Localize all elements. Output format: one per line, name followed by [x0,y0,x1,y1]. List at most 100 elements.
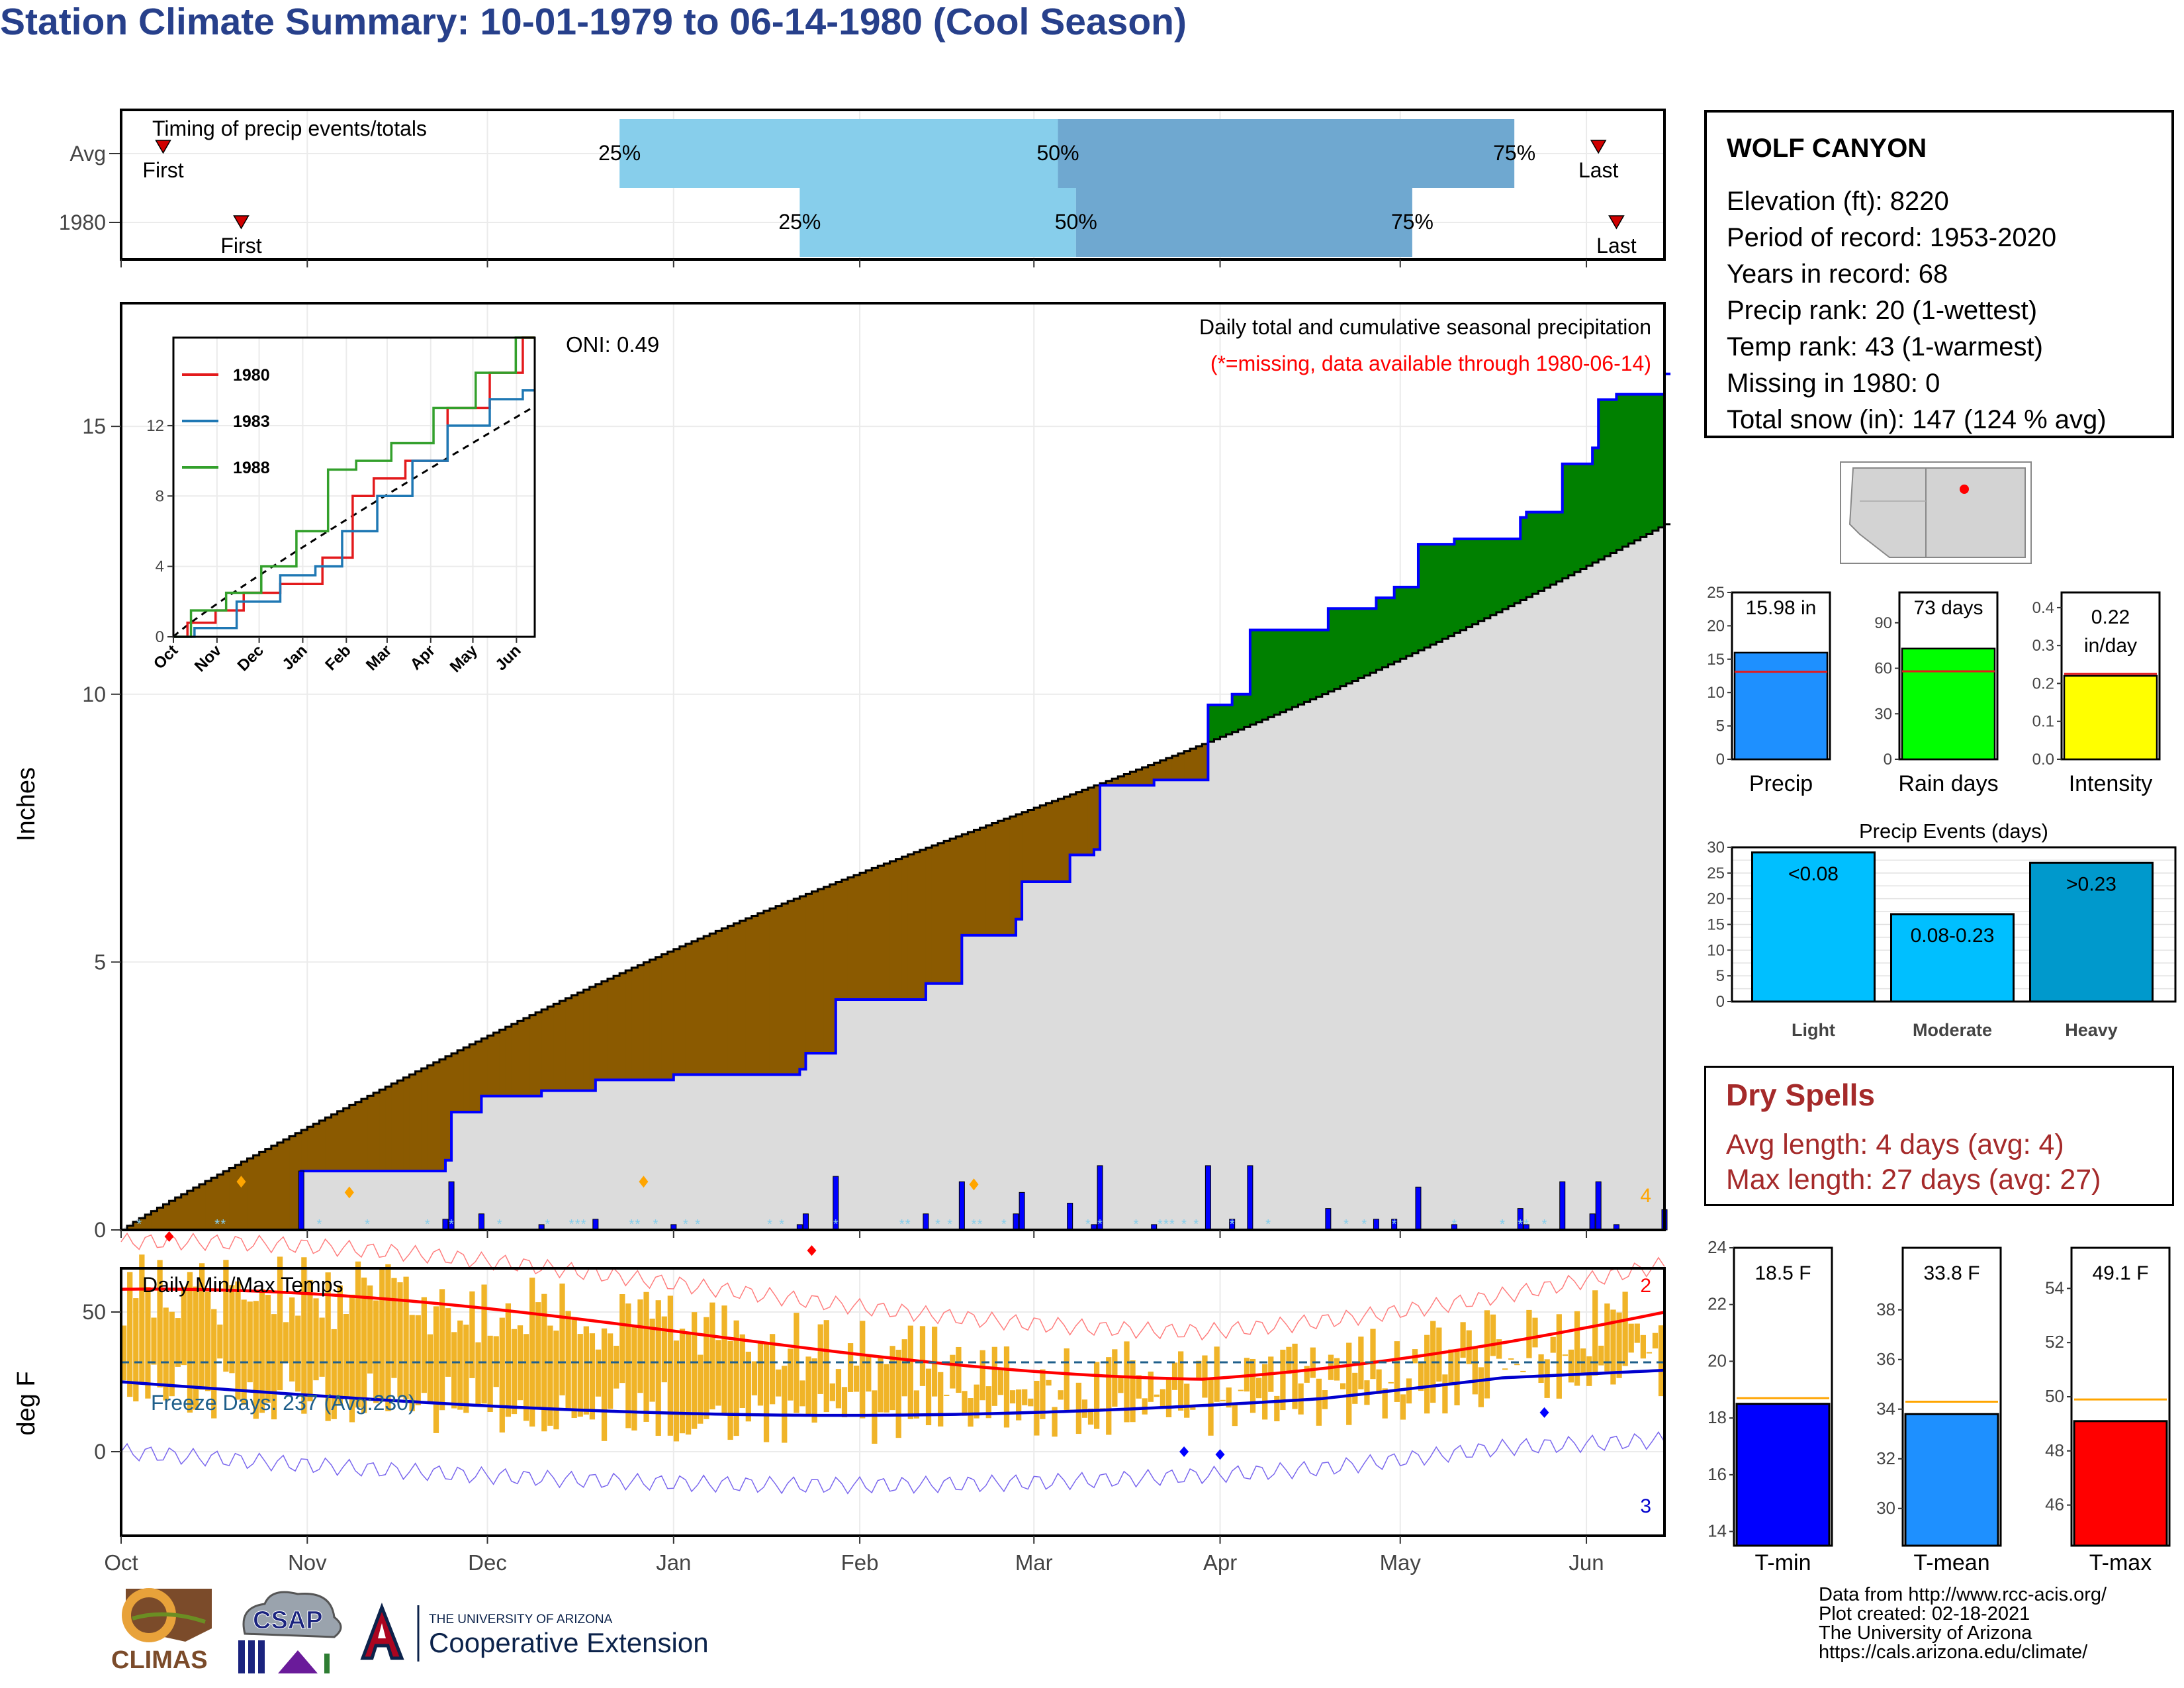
precip-surplus-area [1328,608,1335,692]
daily-temp-bar [721,1305,727,1415]
temp-summary-ytick-label: 34 [1876,1399,1895,1419]
daily-temp-bar [1046,1380,1052,1386]
daily-temp-bar [1502,1368,1508,1370]
precip-deficit-area [589,986,596,1091]
daily-temp-bar [1093,1362,1100,1429]
record-high-line [120,1232,1665,1341]
timing-label-25: 25% [778,210,821,234]
mini-ytick-label: 0.3 [2032,637,2054,655]
daily-temp-bar [505,1303,512,1417]
daily-temp-bar [1124,1341,1130,1423]
precip-deficit-area [655,957,662,1080]
precip-deficit-area [1106,780,1113,786]
precip-surplus-area [1244,694,1251,727]
precip-surplus-area [1628,394,1635,544]
daily-temp-bar [1610,1309,1616,1385]
precip-deficit-area [811,891,819,1053]
timing-bar-50-75 [1058,119,1515,188]
info-years: Years in record: 68 [1727,259,1948,289]
daily-temp-bar [1003,1346,1010,1428]
dry-spells-max: Max length: 27 days (avg: 27) [1726,1164,2101,1196]
snow-marker: * [978,1217,983,1232]
precip-deficit-area [313,1123,320,1171]
mini-ytick-label: 0.4 [2032,599,2054,617]
daily-temp-bar [950,1354,956,1389]
precip-deficit-area [794,898,800,1075]
daily-temp-bar [788,1348,794,1401]
precip-ytick-label: 5 [94,950,106,974]
daily-temp-bar [1544,1359,1550,1398]
precip-deficit-area [931,845,938,984]
daily-temp-bar [187,1272,193,1413]
precip-surplus-area [1298,630,1305,705]
daily-temp-bar [866,1356,872,1392]
daily-temp-bar [229,1285,235,1374]
precip-deficit-area [1178,753,1185,780]
month-label-feb: Feb [841,1550,879,1575]
precip-surplus-area [1646,394,1653,534]
precip-surplus-area [1376,598,1383,671]
daily-temp-bar [433,1306,439,1433]
climas-logo-text: CLIMAS [111,1646,208,1674]
snow-marker: * [905,1217,911,1232]
precip-deficit-area [782,903,788,1075]
average-min-line [120,1368,1665,1417]
snow-marker: * [1097,1217,1103,1232]
precip-surplus-area [1292,630,1299,708]
precip-deficit-area [661,954,668,1080]
precip-surplus-area [1364,608,1371,676]
daily-temp-bar [1081,1399,1088,1418]
daily-temp-bar [968,1398,974,1427]
precip-deficit-area [631,967,638,1080]
daily-temp-bar [1490,1314,1496,1356]
precip-deficit-area [1058,798,1065,882]
precip-deficit-area [169,1201,176,1230]
precip-deficit-area [319,1120,326,1171]
precip-surplus-area [1604,399,1611,557]
daily-temp-bar [1592,1290,1598,1376]
precip-events-ytick-label: 30 [1707,839,1725,857]
temp-summary-bar-t-min [1735,1403,1831,1547]
daily-temp-bar [511,1329,518,1415]
daily-temp-bar [991,1346,997,1406]
snow-marker: * [569,1217,574,1232]
daily-temp-bar [1616,1312,1622,1378]
precip-deficit-area [541,1009,548,1091]
daily-temp-bar [1136,1375,1142,1399]
precip-deficit-area [637,964,645,1080]
snow-marker: * [1542,1217,1547,1232]
precip-ylabel: Inches [13,767,40,841]
daily-temp-bar [181,1286,187,1366]
precip-record-marker [344,1186,354,1199]
precip-surplus-area [1208,704,1215,742]
precip-deficit-area [944,841,950,984]
precip-deficit-area [289,1136,296,1230]
daily-temp-bar [625,1303,631,1429]
daily-temp-bar [1075,1382,1082,1434]
daily-temp-bar [577,1334,583,1417]
daily-temp-bar [1652,1333,1659,1349]
precip-deficit-area [727,925,735,1075]
snow-marker: * [1500,1217,1505,1232]
precip-deficit-area [403,1077,410,1171]
precip-deficit-area [751,915,758,1075]
precip-deficit-area [199,1184,206,1230]
daily-temp-bar [445,1308,451,1377]
daily-temp-bar [872,1390,878,1444]
daily-temp-bar [1646,1352,1653,1354]
daily-temp-bar [1286,1346,1292,1374]
precip-deficit-area [979,827,987,935]
daily-temp-bar [1250,1358,1256,1413]
precip-deficit-area [1075,792,1083,855]
daily-temp-bar [1556,1314,1562,1399]
daily-temp-bar [763,1342,770,1442]
precip-surplus-area [1226,704,1233,735]
dry-spells-avg: Avg length: 4 days (avg: 4) [1726,1129,2064,1160]
precip-events-bar-label: <0.08 [1788,863,1839,885]
daily-temp-bar [1394,1341,1400,1402]
precip-deficit-area [535,1012,542,1096]
precip-events-ytick-label: 25 [1707,865,1725,882]
daily-temp-bar [860,1321,866,1419]
temp-ytick-label: 50 [82,1300,106,1324]
mini-value-line1: 0.22 [2091,606,2130,628]
